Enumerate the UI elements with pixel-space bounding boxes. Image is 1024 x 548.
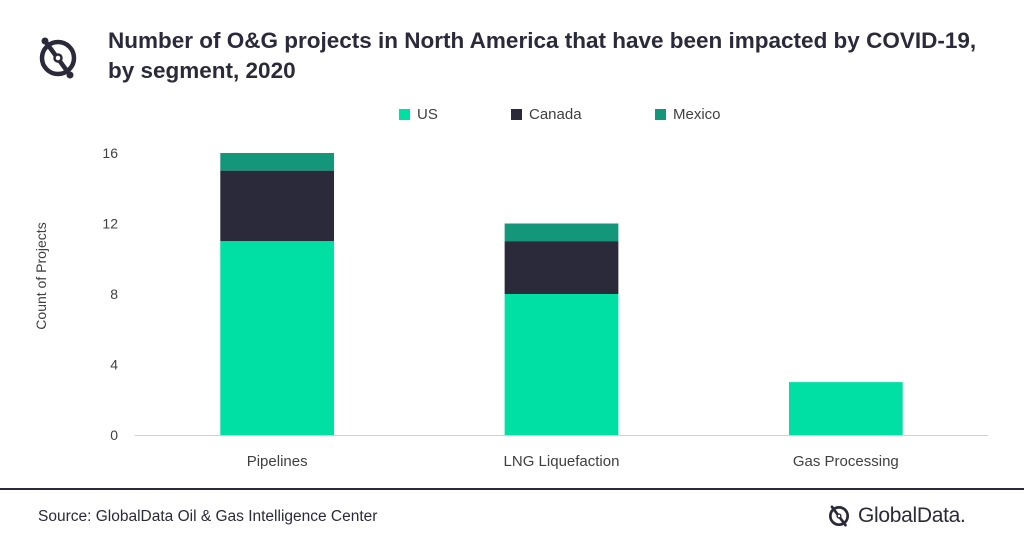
bar-pipelines-canada — [220, 170, 335, 242]
y-tick-label: 16 — [102, 145, 118, 161]
brand-logo: GlobalData. — [826, 503, 966, 529]
y-tick-label: 8 — [110, 286, 118, 302]
bar-pipelines-mexico — [220, 153, 335, 171]
stacked-bar-chart: 0 4 8 12 16 Pipelines LNG Liquefaction Gas Pro… — [33, 145, 988, 470]
chart-title: Number of O&G projects in North America … — [108, 28, 977, 83]
legend-label-us: US — [417, 106, 438, 123]
legend-item-us: US — [399, 106, 438, 123]
legend-item-canada: Canada — [511, 106, 582, 123]
x-tick-label: LNG Liquefaction — [504, 453, 620, 470]
legend-swatch-us — [399, 109, 410, 120]
y-tick-label: 4 — [110, 357, 118, 373]
bar-layer — [220, 153, 903, 435]
x-tick-label: Gas Processing — [793, 453, 899, 470]
globaldata-logo-icon — [828, 505, 850, 527]
legend-label-mexico: Mexico — [673, 106, 721, 123]
y-tick-label: 12 — [102, 216, 118, 232]
footer-divider — [0, 488, 1024, 490]
legend-item-mexico: Mexico — [655, 106, 721, 123]
legend-swatch-mexico — [655, 109, 666, 120]
legend-swatch-canada — [511, 109, 522, 120]
source-note: Source: GlobalData Oil & Gas Intelligenc… — [38, 508, 378, 525]
bar-lng-liquefaction-mexico — [504, 223, 619, 242]
x-axis-ticks: Pipelines LNG Liquefaction Gas Processing — [247, 453, 899, 470]
chart-legend: US Canada Mexico — [0, 106, 1024, 130]
y-axis-ticks: 0 4 8 12 16 — [102, 145, 118, 443]
y-tick-label: 0 — [110, 427, 118, 443]
y-axis-label: Count of Projects — [33, 222, 49, 329]
bar-lng-liquefaction-canada — [504, 241, 619, 294]
globaldata-logo-icon — [39, 37, 77, 79]
bar-gas-processing-us — [788, 382, 903, 435]
bar-pipelines-us — [220, 241, 335, 435]
bar-lng-liquefaction-us — [504, 294, 619, 435]
x-tick-label: Pipelines — [247, 453, 308, 470]
legend-label-canada: Canada — [529, 106, 582, 123]
brand-name: GlobalData. — [858, 504, 966, 527]
